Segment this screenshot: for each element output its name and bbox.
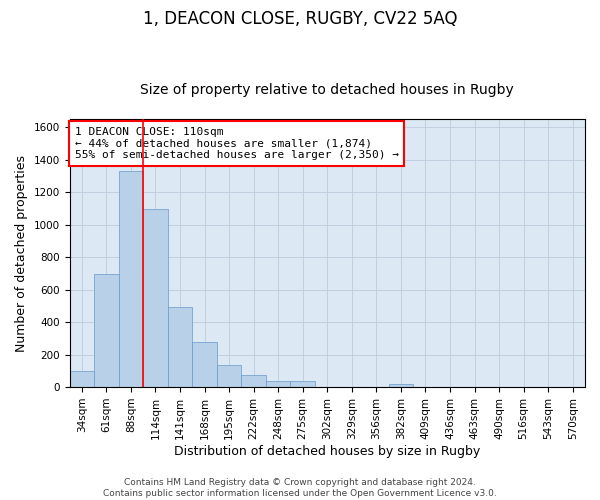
Bar [241, 375, 266, 387]
Bar [266, 382, 290, 387]
Bar [168, 307, 192, 387]
Text: 1 DEACON CLOSE: 110sqm
← 44% of detached houses are smaller (1,874)
55% of semi-: 1 DEACON CLOSE: 110sqm ← 44% of detached… [74, 127, 398, 160]
X-axis label: Distribution of detached houses by size in Rugby: Distribution of detached houses by size … [174, 444, 481, 458]
Bar [389, 384, 413, 387]
Y-axis label: Number of detached properties: Number of detached properties [15, 154, 28, 352]
Bar [119, 171, 143, 387]
Bar [94, 274, 119, 387]
Bar [143, 209, 168, 387]
Text: Contains HM Land Registry data © Crown copyright and database right 2024.
Contai: Contains HM Land Registry data © Crown c… [103, 478, 497, 498]
Bar [70, 372, 94, 387]
Text: 1, DEACON CLOSE, RUGBY, CV22 5AQ: 1, DEACON CLOSE, RUGBY, CV22 5AQ [143, 10, 457, 28]
Title: Size of property relative to detached houses in Rugby: Size of property relative to detached ho… [140, 83, 514, 97]
Bar [290, 382, 315, 387]
Bar [192, 342, 217, 387]
Bar [217, 365, 241, 387]
